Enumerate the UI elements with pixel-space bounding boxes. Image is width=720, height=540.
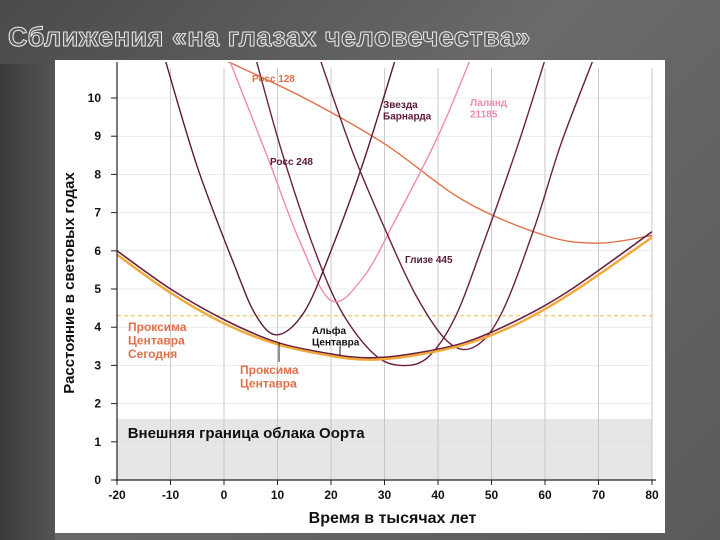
- y-axis-title: Расстояние в световых годах: [61, 172, 78, 394]
- x-tick-label: 0: [221, 488, 228, 502]
- x-tick-label: 20: [324, 488, 338, 502]
- annotation-label-6: Проксима Центавра Сегодня: [128, 320, 187, 361]
- annotation-label-3: Росс 248: [270, 157, 313, 168]
- chart-grid: [116, 68, 653, 481]
- axes-group: -20 -10 0 10 20 30 40 50 60 70 80 0 1 2 3 4 5 6 7 8 9 10: [88, 62, 659, 502]
- series-line-1: [255, 62, 546, 367]
- y-tick-label: 3: [94, 358, 101, 372]
- y-tick-label: 1: [94, 435, 101, 449]
- y-tick-label: 6: [94, 244, 101, 258]
- series-line-5: [117, 231, 653, 359]
- series-line-3: [165, 62, 396, 336]
- annotation-label-1: Звезда Барнарда: [383, 100, 432, 123]
- annotation-label-4: Глизе 445: [405, 255, 453, 266]
- series-line-0: [227, 62, 653, 244]
- x-tick-label: 40: [431, 488, 445, 502]
- y-tick-label: 0: [94, 473, 101, 487]
- series-line-2: [229, 62, 470, 303]
- slide-left-stripe: [0, 64, 55, 540]
- annotation-label-7: Проксима Центавра: [240, 363, 299, 391]
- oort-region-label: Внешняя граница облака Оорта: [128, 425, 366, 442]
- series-group: [117, 62, 653, 367]
- slide-title: Сближения «на глазах человечества»: [8, 22, 531, 53]
- y-tick-label: 7: [94, 206, 101, 220]
- y-tick-label: 2: [94, 397, 101, 411]
- y-tick-label: 4: [94, 320, 101, 334]
- x-tick-label: 10: [271, 488, 285, 502]
- x-tick-label: 50: [485, 488, 499, 502]
- x-tick-label: -10: [162, 488, 180, 502]
- y-tick-label: 9: [94, 129, 101, 143]
- x-tick-label: 60: [538, 488, 552, 502]
- x-tick-label: 70: [592, 488, 606, 502]
- annotation-label-2: Лаланд 21185: [470, 98, 508, 121]
- y-tick-label: 5: [94, 282, 101, 296]
- annotation-label-0: Росс 128: [252, 74, 295, 85]
- series-line-4: [320, 62, 594, 351]
- annotation-group: Росс 128 Звезда Барнарда Лаланд 21185 Росс 24…: [128, 74, 508, 391]
- x-tick-label: 80: [645, 488, 659, 502]
- annotation-label-5: Альфа Центавра: [312, 325, 360, 349]
- y-tick-label: 10: [88, 91, 102, 105]
- x-tick-label: -20: [108, 488, 126, 502]
- x-tick-label: 30: [378, 488, 392, 502]
- x-axis-title: Время в тысячах лет: [309, 510, 477, 527]
- series-line-6: [117, 236, 653, 361]
- y-tick-label: 8: [94, 167, 101, 181]
